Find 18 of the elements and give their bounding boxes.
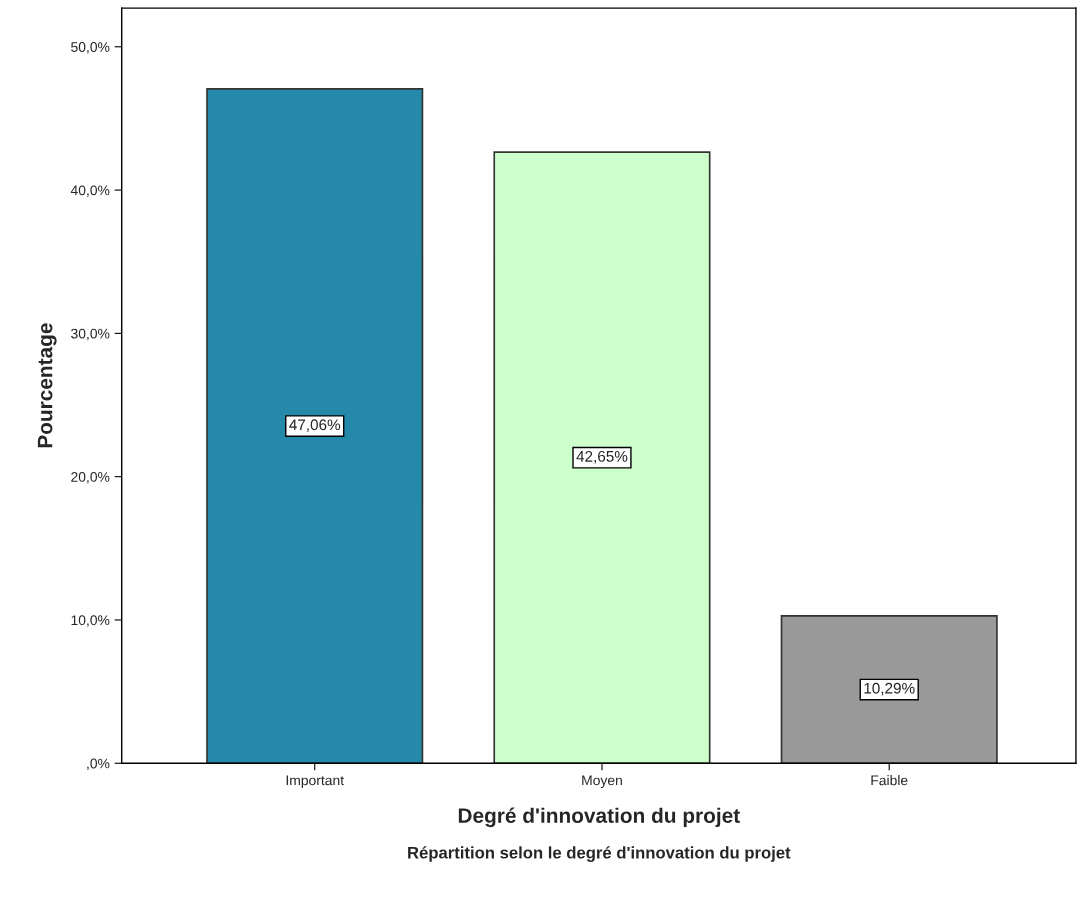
x-tick-label: Faible <box>871 775 908 786</box>
y-tick-label: 50,0% <box>71 42 110 54</box>
data-label: 47,06% <box>289 419 341 432</box>
y-tick-label: 20,0% <box>71 472 110 484</box>
y-axis-title: Pourcentage <box>37 323 57 448</box>
text: Répartition selon le degré d'innovation du projet <box>408 846 791 862</box>
y-tick-label: 10,0% <box>71 615 110 627</box>
bar <box>206 88 424 764</box>
data-label: 42,65% <box>576 450 628 464</box>
bar <box>780 614 998 764</box>
x-tick-label: Important <box>286 775 344 788</box>
y-tick-label: 30,0% <box>71 328 110 341</box>
bar <box>493 151 711 764</box>
y-tick-label: 40,0% <box>70 185 110 197</box>
data-label: 10,29% <box>864 682 915 696</box>
y-tick-label: ,0% <box>87 758 110 771</box>
x-tick-label: Moyen <box>582 775 622 788</box>
x-axis-title: Degré d'innovation du projet <box>458 807 740 828</box>
